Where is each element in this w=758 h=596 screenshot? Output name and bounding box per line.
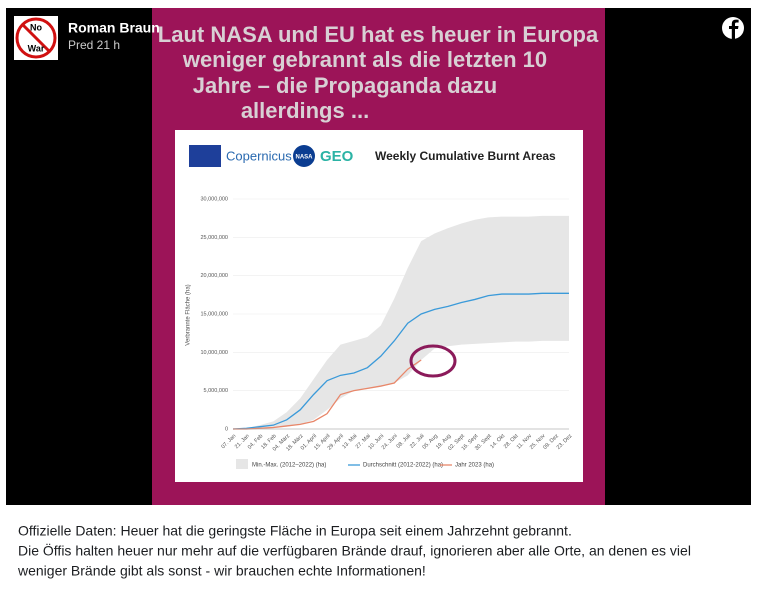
y-tick-label: 20,000,000 <box>200 273 228 279</box>
headline: allerdings ... <box>241 98 369 123</box>
legend-label: Jahr 2023 (ha) <box>455 463 494 469</box>
avatar-text: No <box>30 22 42 32</box>
timestamp[interactable]: Pred 21 h <box>68 38 120 52</box>
author[interactable]: Roman Braun <box>68 20 160 36</box>
nasa-logo <box>293 145 315 167</box>
y-tick-label: 10,000,000 <box>200 350 228 356</box>
y-tick-label: 0 <box>225 426 228 432</box>
logo: GEO <box>320 148 354 165</box>
y-tick-label: 15,000,000 <box>200 311 228 317</box>
series-line <box>232 292 569 430</box>
caption: Die Öffis halten heuer nur mehr auf die … <box>18 542 691 559</box>
y-tick-label: 5,000,000 <box>204 388 228 394</box>
min-max-band <box>233 215 569 429</box>
y-tick-label: 25,000,000 <box>200 235 228 241</box>
highlight-circle <box>409 344 457 378</box>
caption: Offizielle Daten: Heuer hat die geringst… <box>18 523 572 539</box>
series-line <box>233 359 422 430</box>
chart-title: Weekly Cumulative Burnt Areas <box>375 149 556 163</box>
y-axis-label: Verbrannte Fläche (ha) <box>186 284 192 345</box>
caption: weniger Brände gibt als sonst - wir brau… <box>17 563 426 579</box>
y-tick-label: 30,000,000 <box>200 196 228 202</box>
headline: Jahre – die Propaganda dazu <box>193 73 497 98</box>
legend-swatch <box>236 459 248 469</box>
logo: Copernicus <box>226 148 292 163</box>
logo: NASA <box>295 155 313 161</box>
avatar-ring <box>15 17 57 59</box>
headline: weniger gebrannt als die letzten 10 <box>182 47 547 72</box>
legend-label: Durchschnitt (2012-2022) (ha) <box>363 463 443 469</box>
legend-label: Min.-Max. (2012–2022) (ha) <box>252 463 326 469</box>
headline: Laut NASA und EU hat es heuer in Europa <box>158 22 599 47</box>
eu-flag <box>189 145 221 167</box>
avatar-slash <box>20 22 52 54</box>
avatar-text: War <box>28 43 45 53</box>
facebook-f <box>729 19 739 39</box>
